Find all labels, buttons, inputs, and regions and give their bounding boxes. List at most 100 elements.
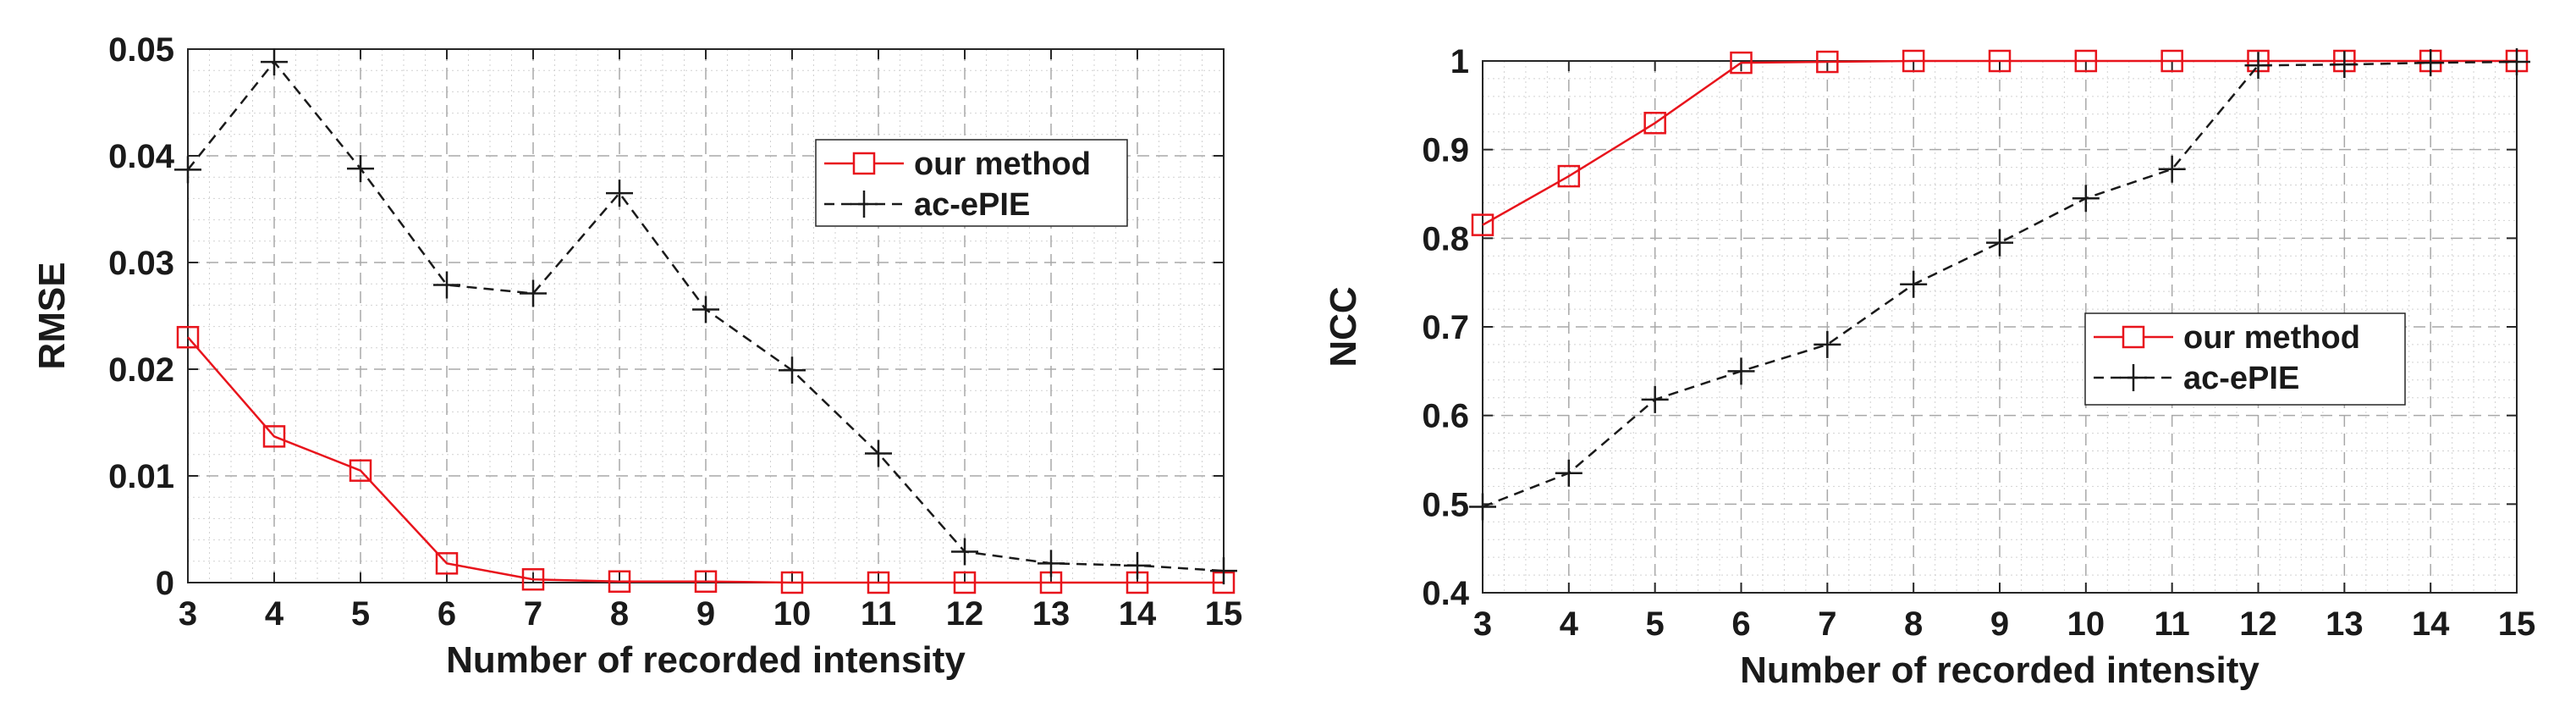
data-point-plus <box>692 296 719 323</box>
data-point-plus <box>1555 459 1582 487</box>
x-tick-label: 15 <box>1205 595 1243 633</box>
x-tick-label: 6 <box>438 595 456 633</box>
y-tick-label: 0.8 <box>1422 220 1469 257</box>
data-point-square <box>1557 164 1581 188</box>
x-tick-label: 8 <box>1904 605 1923 643</box>
data-point-square <box>435 552 459 575</box>
x-tick-label: 14 <box>2412 605 2450 643</box>
y-tick-label: 0 <box>156 565 174 602</box>
x-tick-label: 14 <box>1119 595 1157 633</box>
data-point-plus <box>1986 229 2013 257</box>
data-point-square <box>349 459 372 482</box>
data-point-square <box>521 567 545 591</box>
legend-label: our method <box>914 146 1091 182</box>
data-point-square <box>867 571 890 594</box>
y-tick-label: 0.7 <box>1422 309 1469 346</box>
data-point-square <box>780 571 804 594</box>
legend-marker-plus <box>850 191 878 218</box>
y-tick-label: 0.02 <box>108 351 174 389</box>
x-tick-label: 6 <box>1731 605 1750 643</box>
legend-marker-square <box>852 152 876 175</box>
data-point-plus <box>520 279 547 307</box>
data-point-plus <box>606 180 633 207</box>
data-point-plus <box>1469 493 1496 521</box>
data-point-plus <box>174 156 201 184</box>
data-point-plus <box>1210 557 1237 585</box>
legend-label: our method <box>2183 320 2360 356</box>
y-tick-label: 0.6 <box>1422 398 1469 435</box>
data-point-plus <box>1900 270 1928 298</box>
y-tick-label: 0.05 <box>108 31 174 69</box>
data-point-square <box>1988 49 2012 73</box>
data-point-square <box>953 571 977 594</box>
y-tick-label: 0.04 <box>108 138 175 175</box>
legend-marker-plus <box>2120 364 2147 391</box>
x-tick-label: 9 <box>696 595 715 633</box>
x-tick-label: 11 <box>861 595 896 633</box>
x-tick-label: 10 <box>773 595 812 633</box>
legend: our method ac-ePIE <box>815 139 1128 227</box>
y-tick-label: 0.01 <box>108 458 174 495</box>
data-point-square <box>262 425 286 448</box>
data-point-plus <box>2158 155 2186 183</box>
data-point-plus <box>2244 52 2272 80</box>
data-point-square <box>1816 50 1839 74</box>
data-point-plus <box>261 48 288 76</box>
x-tick-label: 4 <box>1560 605 1579 643</box>
x-tick-label: 12 <box>2239 605 2277 643</box>
data-point-square <box>2074 49 2098 73</box>
data-point-plus <box>1727 357 1755 385</box>
x-tick-label: 10 <box>2067 605 2105 643</box>
legend-label: ac-ePIE <box>914 187 1030 223</box>
x-tick-label: 7 <box>524 595 542 633</box>
data-point-square <box>608 570 631 593</box>
ncc-chart: 3 4 5 6 7 8 9 10 11 12 13 14 15 0.4 0.5 0.6 0.7 0.8 0.9 1 Nu… <box>1323 43 2535 691</box>
data-point-plus <box>1641 385 1669 413</box>
y-tick-label: 0.4 <box>1422 575 1469 612</box>
x-tick-label: 9 <box>1990 605 2009 643</box>
y-tick-label: 0.9 <box>1422 132 1469 169</box>
data-point-plus <box>1124 551 1151 579</box>
legend: our method ac-ePIE <box>2084 312 2406 406</box>
x-tick-label: 12 <box>946 595 984 633</box>
x-tick-label: 4 <box>265 595 284 633</box>
x-tick-label: 5 <box>351 595 370 633</box>
data-point-square <box>1902 49 1925 73</box>
y-tick-label: 0.03 <box>108 245 174 282</box>
data-point-plus <box>1814 330 1841 358</box>
y-axis-label: NCC <box>1323 286 1364 367</box>
data-point-plus <box>2331 51 2359 79</box>
data-point-square <box>694 570 718 593</box>
x-axis-label: Number of recorded intensity <box>446 639 966 681</box>
x-tick-label: 15 <box>2498 605 2536 643</box>
rmse-chart: 3 4 5 6 7 8 9 10 11 12 13 14 15 0 0.01 0.02 0.03 0.04 0.05… <box>31 31 1242 681</box>
series-line-our-method <box>187 336 1224 584</box>
data-point-plus <box>865 439 892 467</box>
data-point-square <box>1643 112 1666 135</box>
x-tick-label: 13 <box>1032 595 1071 633</box>
x-tick-label: 8 <box>610 595 629 633</box>
x-tick-label: 3 <box>1473 605 1492 643</box>
data-point-plus <box>2072 185 2100 213</box>
x-tick-label: 7 <box>1818 605 1836 643</box>
data-point-square <box>1471 213 1494 236</box>
y-tick-label: 0.5 <box>1422 486 1469 523</box>
data-point-plus <box>433 271 460 299</box>
x-tick-label: 13 <box>2326 605 2364 643</box>
data-point-square <box>2160 49 2183 73</box>
y-tick-label: 1 <box>1450 43 1469 80</box>
data-point-plus <box>2503 48 2530 76</box>
data-point-square <box>1730 51 1753 75</box>
x-axis-label: Number of recorded intensity <box>1740 649 2260 691</box>
data-point-plus <box>1038 550 1065 578</box>
data-point-plus <box>779 356 806 384</box>
x-tick-label: 5 <box>1646 605 1665 643</box>
data-point-plus <box>951 538 978 566</box>
legend-marker-square <box>2122 325 2145 349</box>
legend-label: ac-ePIE <box>2183 361 2299 396</box>
x-tick-label: 11 <box>2155 605 2190 643</box>
data-point-plus <box>347 155 374 183</box>
x-tick-label: 3 <box>179 595 197 633</box>
data-point-square <box>176 325 200 349</box>
